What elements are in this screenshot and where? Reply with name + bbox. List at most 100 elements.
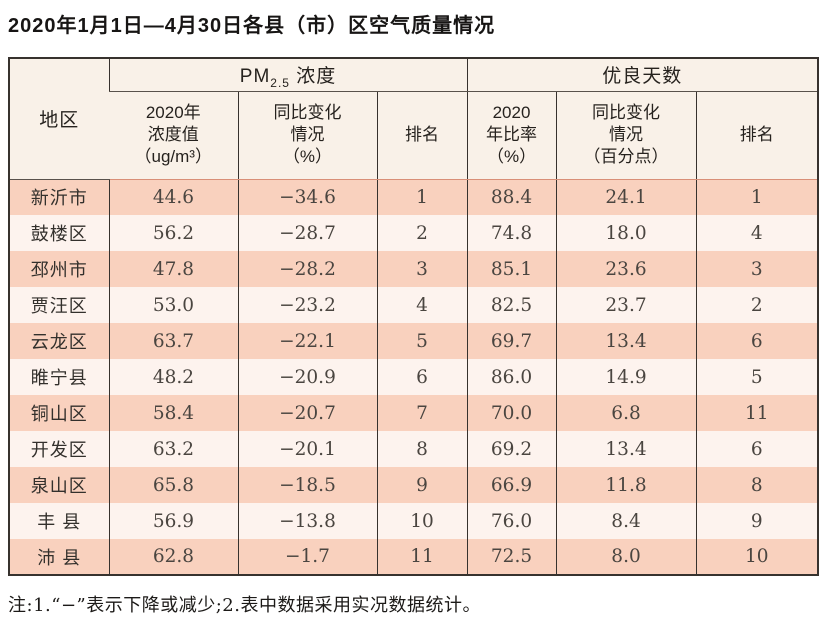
value-cell: −13.8 [237, 503, 377, 539]
value-cell: −18.5 [237, 467, 377, 503]
value-cell: 62.8 [108, 539, 238, 575]
value-cell: 47.8 [108, 251, 238, 287]
value-cell: 56.9 [108, 503, 238, 539]
sub-header-row: 2020年 浓度值 （ug/m³） 同比变化 情况 （%） 排名 2020 年比… [9, 91, 819, 180]
value-cell: 8.0 [555, 539, 697, 575]
region-cell: 沛 县 [9, 539, 109, 575]
region-cell: 丰 县 [9, 503, 109, 539]
table-row: 睢宁县 48.2 −20.9 6 86.0 14.9 5 [9, 359, 819, 395]
region-cell: 睢宁县 [9, 359, 109, 395]
value-cell: 11 [376, 539, 468, 575]
value-cell: 8 [695, 467, 819, 503]
value-cell: 70.0 [466, 395, 557, 431]
value-cell: 58.4 [108, 395, 238, 431]
region-cell: 贾汪区 [9, 287, 109, 323]
pm25-suffix: 浓度 [289, 66, 337, 88]
header-days-ratio: 2020 年比率 （%） [466, 91, 557, 180]
value-cell: 6 [695, 323, 819, 359]
table-row: 新沂市 44.6 −34.6 1 88.4 24.1 1 [9, 179, 819, 215]
value-cell: 14.9 [555, 359, 697, 395]
header-days-change: 同比变化 情况 （百分点） [555, 91, 697, 180]
value-cell: 10 [695, 539, 819, 575]
pm25-subscript: 2.5 [270, 76, 290, 91]
value-cell: 7 [376, 395, 468, 431]
region-cell: 铜山区 [9, 395, 109, 431]
table-row: 贾汪区 53.0 −23.2 4 82.5 23.7 2 [9, 287, 819, 323]
value-cell: 24.1 [555, 179, 697, 215]
value-cell: 82.5 [466, 287, 557, 323]
value-cell: 11 [695, 395, 819, 431]
header-region: 地区 [9, 58, 109, 180]
air-quality-table: 地区 PM2.5 浓度 优良天数 2020年 浓度值 （ug/m³） 同比变化 … [8, 57, 820, 576]
value-cell: 1 [695, 179, 819, 215]
value-cell: 6 [376, 359, 468, 395]
value-cell: −1.7 [237, 539, 377, 575]
value-cell: 74.8 [466, 215, 557, 251]
table-body: 新沂市 44.6 −34.6 1 88.4 24.1 1 鼓楼区 56.2 −28.7 2 74.8 1… [9, 179, 819, 575]
value-cell: 9 [376, 467, 468, 503]
value-cell: 4 [695, 215, 819, 251]
value-cell: 88.4 [466, 179, 557, 215]
value-cell: 86.0 [466, 359, 557, 395]
value-cell: 48.2 [108, 359, 238, 395]
region-cell: 鼓楼区 [9, 215, 109, 251]
value-cell: −20.1 [237, 431, 377, 467]
header-group-good-days: 优良天数 [466, 58, 819, 92]
value-cell: −34.6 [237, 179, 377, 215]
page-title: 2020年1月1日—4月30日各县（市）区空气质量情况 [8, 15, 496, 37]
value-cell: 69.2 [466, 431, 557, 467]
value-cell: 63.7 [108, 323, 238, 359]
value-cell: 85.1 [466, 251, 557, 287]
value-cell: 3 [695, 251, 819, 287]
value-cell: 3 [376, 251, 468, 287]
value-cell: 6.8 [555, 395, 697, 431]
table-row: 铜山区 58.4 −20.7 7 70.0 6.8 11 [9, 395, 819, 431]
value-cell: 23.6 [555, 251, 697, 287]
value-cell: 76.0 [466, 503, 557, 539]
value-cell: 63.2 [108, 431, 238, 467]
table-row: 沛 县 62.8 −1.7 11 72.5 8.0 10 [9, 539, 819, 575]
value-cell: 65.8 [108, 467, 238, 503]
value-cell: 69.7 [466, 323, 557, 359]
value-cell: −20.9 [237, 359, 377, 395]
header-pm-change: 同比变化 情况 （%） [237, 91, 377, 180]
value-cell: 13.4 [555, 431, 697, 467]
table-row: 邳州市 47.8 −28.2 3 85.1 23.6 3 [9, 251, 819, 287]
value-cell: −28.2 [237, 251, 377, 287]
table-row: 开发区 63.2 −20.1 8 69.2 13.4 6 [9, 431, 819, 467]
value-cell: 13.4 [555, 323, 697, 359]
value-cell: 53.0 [108, 287, 238, 323]
value-cell: −28.7 [237, 215, 377, 251]
value-cell: −23.2 [237, 287, 377, 323]
table-row: 云龙区 63.7 −22.1 5 69.7 13.4 6 [9, 323, 819, 359]
group-header-row: 地区 PM2.5 浓度 优良天数 [9, 58, 819, 180]
value-cell: 8.4 [555, 503, 697, 539]
value-cell: 2 [695, 287, 819, 323]
table-row: 丰 县 56.9 −13.8 10 76.0 8.4 9 [9, 503, 819, 539]
value-cell: 4 [376, 287, 468, 323]
header-group-pm25: PM2.5 浓度 [108, 58, 468, 92]
value-cell: 10 [376, 503, 468, 539]
pm25-prefix: PM [239, 66, 271, 88]
region-cell: 邳州市 [9, 251, 109, 287]
value-cell: 66.9 [466, 467, 557, 503]
value-cell: 23.7 [555, 287, 697, 323]
value-cell: 2 [376, 215, 468, 251]
value-cell: 5 [376, 323, 468, 359]
region-cell: 云龙区 [9, 323, 109, 359]
value-cell: 5 [695, 359, 819, 395]
region-cell: 泉山区 [9, 467, 109, 503]
value-cell: 9 [695, 503, 819, 539]
table-row: 鼓楼区 56.2 −28.7 2 74.8 18.0 4 [9, 215, 819, 251]
value-cell: 44.6 [108, 179, 238, 215]
value-cell: 8 [376, 431, 468, 467]
value-cell: 56.2 [108, 215, 238, 251]
table-row: 泉山区 65.8 −18.5 9 66.9 11.8 8 [9, 467, 819, 503]
value-cell: 18.0 [555, 215, 697, 251]
region-cell: 新沂市 [9, 179, 109, 215]
value-cell: 6 [695, 431, 819, 467]
value-cell: 11.8 [555, 467, 697, 503]
header-days-rank: 排名 [695, 91, 819, 180]
value-cell: 1 [376, 179, 468, 215]
